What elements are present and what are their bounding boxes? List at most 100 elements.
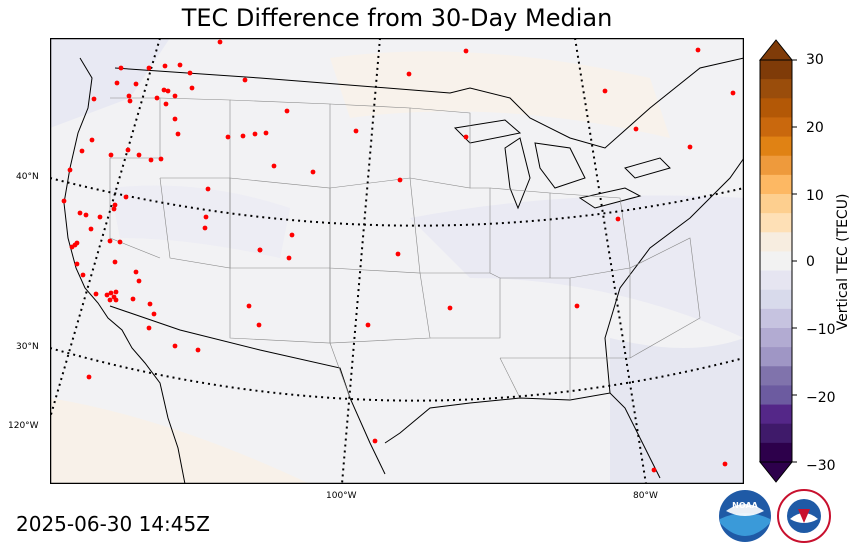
station-marker	[310, 169, 316, 175]
colorbar-tick-30: 30	[806, 52, 824, 68]
station-marker	[175, 131, 181, 137]
station-marker	[695, 47, 701, 53]
station-marker	[113, 289, 119, 295]
station-marker	[77, 210, 83, 216]
station-marker	[67, 167, 73, 173]
colorbar-label: Vertical TEC (TECU)	[835, 193, 851, 331]
station-marker	[615, 216, 621, 222]
station-marker	[125, 147, 131, 153]
colorbar-extend-max	[758, 39, 794, 61]
colorbar-swatch	[760, 60, 792, 80]
station-marker	[177, 62, 183, 68]
colorbar-swatch	[760, 251, 792, 272]
colorbar-tick-neg10: −10	[806, 322, 836, 338]
station-marker	[722, 461, 728, 467]
station-marker	[118, 65, 124, 71]
station-marker	[108, 152, 114, 158]
station-marker	[633, 126, 639, 132]
station-marker	[146, 65, 152, 71]
colorbar-swatch	[760, 328, 792, 348]
station-marker	[158, 156, 164, 162]
station-marker	[263, 130, 269, 136]
station-marker	[154, 95, 160, 101]
station-marker	[80, 272, 86, 278]
station-marker	[133, 81, 139, 87]
station-marker	[271, 163, 277, 169]
station-marker	[117, 239, 123, 245]
colorbar	[758, 39, 797, 483]
noaa-logo: NOAA	[719, 490, 771, 542]
station-marker	[146, 325, 152, 331]
colorbar-swatch	[760, 117, 792, 138]
station-marker	[151, 311, 157, 317]
station-marker	[83, 212, 89, 218]
colorbar-swatch	[760, 79, 792, 99]
station-marker	[136, 152, 142, 158]
station-marker	[365, 322, 371, 328]
colorbar-swatch	[760, 98, 792, 119]
colorbar-swatch	[760, 442, 792, 463]
colorbar-swatch	[760, 194, 792, 214]
station-marker	[136, 278, 142, 284]
station-marker	[447, 305, 453, 311]
station-marker	[687, 144, 693, 150]
colorbar-swatch	[760, 385, 792, 406]
station-marker	[289, 232, 295, 238]
station-marker	[127, 98, 133, 104]
colorbar-tick-20: 20	[806, 120, 824, 136]
station-marker	[372, 438, 378, 444]
lat-label-40n: 40°N	[16, 172, 39, 182]
station-marker	[463, 48, 469, 54]
station-marker	[162, 63, 168, 69]
station-marker	[69, 244, 75, 250]
colorbar-swatch	[760, 270, 792, 291]
colorbar-swatch	[760, 174, 792, 195]
station-marker	[602, 88, 608, 94]
station-marker	[61, 198, 67, 204]
station-marker	[114, 80, 120, 86]
station-marker	[242, 77, 248, 83]
station-marker	[286, 255, 292, 261]
station-marker	[74, 261, 80, 267]
colorbar-tick-neg20: −20	[806, 390, 836, 406]
colorbar-swatch	[760, 155, 792, 176]
station-marker	[79, 148, 85, 154]
station-marker	[205, 186, 211, 192]
station-marker	[163, 101, 169, 107]
station-marker	[406, 71, 412, 77]
station-marker	[88, 226, 94, 232]
station-marker	[147, 301, 153, 307]
station-marker	[202, 225, 208, 231]
colorbar-swatch	[760, 366, 792, 387]
colorbar-extend-min	[758, 461, 794, 483]
colorbar-swatch	[760, 308, 792, 329]
station-marker	[397, 177, 403, 183]
station-marker	[574, 303, 580, 309]
colorbar-swatch	[760, 136, 792, 157]
colorbar-tick-10: 10	[806, 188, 824, 204]
colorbar-swatch	[760, 232, 792, 253]
colorbar-swatch	[760, 213, 792, 233]
station-marker	[240, 133, 246, 139]
station-marker	[112, 202, 118, 208]
station-marker	[217, 39, 223, 45]
colorbar-tick-0: 0	[806, 254, 815, 270]
station-marker	[107, 297, 113, 303]
station-marker	[130, 296, 136, 302]
station-marker	[89, 137, 95, 143]
station-marker	[123, 194, 129, 200]
station-marker	[165, 88, 171, 94]
station-marker	[97, 214, 103, 220]
station-marker	[187, 70, 193, 76]
station-marker	[730, 90, 736, 96]
lon-label-80w: 80°W	[633, 491, 658, 501]
agency-logos: NOAA	[719, 489, 831, 543]
station-marker	[256, 322, 262, 328]
station-marker	[107, 238, 113, 244]
station-marker	[353, 128, 359, 134]
station-marker	[133, 269, 139, 275]
station-marker	[91, 96, 97, 102]
station-marker	[203, 214, 209, 220]
colorbar-swatch	[760, 347, 792, 367]
colorbar-swatch	[760, 404, 792, 425]
